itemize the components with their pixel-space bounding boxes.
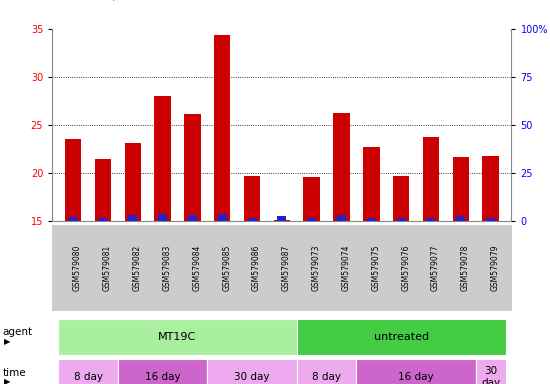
- Bar: [244, 176, 260, 221]
- Text: GSM579075: GSM579075: [371, 245, 381, 291]
- Bar: [277, 216, 287, 221]
- Text: GSM579080: GSM579080: [73, 245, 82, 291]
- Bar: [397, 218, 406, 221]
- Text: GSM579086: GSM579086: [252, 245, 261, 291]
- Bar: [184, 114, 201, 221]
- Text: GSM579081: GSM579081: [103, 245, 112, 291]
- Bar: [155, 96, 171, 221]
- Bar: [124, 143, 141, 221]
- Text: GSM579078: GSM579078: [461, 245, 470, 291]
- Text: 16 day: 16 day: [398, 372, 434, 382]
- Text: MT19C: MT19C: [158, 332, 196, 342]
- Bar: [393, 176, 409, 221]
- Text: untreated: untreated: [373, 332, 428, 342]
- Bar: [367, 218, 376, 221]
- Bar: [218, 214, 227, 221]
- Bar: [248, 218, 256, 221]
- Text: GSM579085: GSM579085: [222, 245, 231, 291]
- Text: 8 day: 8 day: [74, 372, 102, 382]
- Bar: [456, 216, 465, 221]
- Text: GSM579084: GSM579084: [192, 245, 201, 291]
- Bar: [423, 137, 439, 221]
- Bar: [363, 147, 379, 221]
- Bar: [453, 157, 469, 221]
- Bar: [95, 159, 111, 221]
- Text: agent: agent: [3, 327, 33, 338]
- Text: GSM579077: GSM579077: [431, 245, 440, 291]
- Bar: [482, 157, 499, 221]
- Bar: [486, 218, 495, 221]
- Text: GSM579083: GSM579083: [163, 245, 172, 291]
- Bar: [337, 215, 346, 221]
- Text: GDS3872 / 8021349: GDS3872 / 8021349: [50, 0, 176, 2]
- Bar: [188, 215, 197, 221]
- Bar: [69, 217, 78, 221]
- Bar: [98, 218, 107, 221]
- Text: GSM579079: GSM579079: [491, 245, 499, 291]
- Bar: [307, 218, 316, 221]
- Text: GSM579087: GSM579087: [282, 245, 291, 291]
- Bar: [274, 220, 290, 221]
- Bar: [426, 218, 436, 221]
- Text: 30
day: 30 day: [481, 366, 500, 384]
- Text: GSM579082: GSM579082: [133, 245, 142, 291]
- Bar: [158, 214, 167, 221]
- Text: time: time: [3, 367, 26, 378]
- Text: GSM579076: GSM579076: [401, 245, 410, 291]
- Bar: [65, 139, 81, 221]
- Bar: [128, 215, 138, 221]
- Bar: [333, 113, 350, 221]
- Text: GSM579073: GSM579073: [312, 245, 321, 291]
- Text: 16 day: 16 day: [145, 372, 180, 382]
- Text: GSM579074: GSM579074: [342, 245, 350, 291]
- Text: 30 day: 30 day: [234, 372, 270, 382]
- Bar: [214, 35, 230, 221]
- Text: ▶: ▶: [4, 377, 10, 384]
- Bar: [304, 177, 320, 221]
- Text: 8 day: 8 day: [312, 372, 341, 382]
- Text: ▶: ▶: [4, 337, 10, 346]
